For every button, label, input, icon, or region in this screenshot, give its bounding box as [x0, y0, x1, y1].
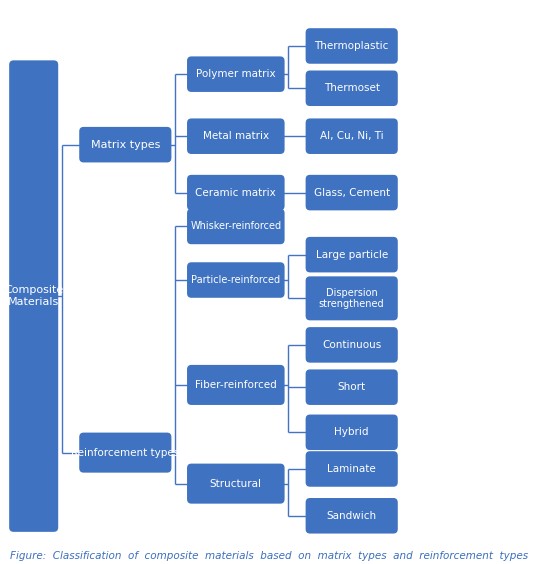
Text: Matrix types: Matrix types	[91, 140, 160, 149]
Text: Glass, Cement: Glass, Cement	[314, 188, 390, 197]
Text: Fiber-reinforced: Fiber-reinforced	[195, 380, 277, 390]
FancyBboxPatch shape	[79, 127, 171, 162]
FancyBboxPatch shape	[187, 464, 285, 504]
FancyBboxPatch shape	[9, 60, 58, 532]
FancyBboxPatch shape	[306, 369, 398, 405]
Text: Reinforcement types: Reinforcement types	[71, 448, 179, 457]
Text: Dispersion
strengthened: Dispersion strengthened	[319, 288, 384, 309]
Text: Particle-reinforced: Particle-reinforced	[191, 275, 280, 285]
FancyBboxPatch shape	[306, 70, 398, 106]
FancyBboxPatch shape	[79, 433, 171, 473]
Text: Whisker-reinforced: Whisker-reinforced	[190, 222, 281, 231]
Text: Structural: Structural	[210, 479, 262, 488]
FancyBboxPatch shape	[187, 175, 285, 210]
FancyBboxPatch shape	[306, 118, 398, 154]
Text: Short: Short	[337, 382, 366, 392]
Text: Sandwich: Sandwich	[327, 511, 377, 521]
FancyBboxPatch shape	[306, 415, 398, 450]
Text: Thermoset: Thermoset	[324, 83, 379, 93]
Text: Metal matrix: Metal matrix	[203, 131, 269, 141]
FancyBboxPatch shape	[187, 118, 285, 154]
Text: Al, Cu, Ni, Ti: Al, Cu, Ni, Ti	[320, 131, 384, 141]
FancyBboxPatch shape	[306, 327, 398, 363]
FancyBboxPatch shape	[187, 209, 285, 244]
FancyBboxPatch shape	[306, 498, 398, 534]
Text: Laminate: Laminate	[327, 464, 376, 474]
Text: Large particle: Large particle	[315, 250, 388, 259]
FancyBboxPatch shape	[306, 451, 398, 487]
Text: Polymer matrix: Polymer matrix	[196, 69, 275, 79]
FancyBboxPatch shape	[306, 237, 398, 272]
Text: Thermoplastic: Thermoplastic	[315, 41, 389, 51]
Text: Continuous: Continuous	[322, 340, 381, 350]
Text: Figure:  Classification  of  composite  materials  based  on  matrix  types  and: Figure: Classification of composite mate…	[10, 551, 529, 561]
Text: Composite
Materials: Composite Materials	[4, 285, 63, 307]
FancyBboxPatch shape	[187, 365, 285, 405]
FancyBboxPatch shape	[187, 262, 285, 298]
FancyBboxPatch shape	[187, 56, 285, 92]
FancyBboxPatch shape	[306, 28, 398, 64]
Text: Ceramic matrix: Ceramic matrix	[196, 188, 276, 197]
FancyBboxPatch shape	[306, 276, 398, 320]
FancyBboxPatch shape	[306, 175, 398, 210]
Text: Hybrid: Hybrid	[334, 428, 369, 437]
